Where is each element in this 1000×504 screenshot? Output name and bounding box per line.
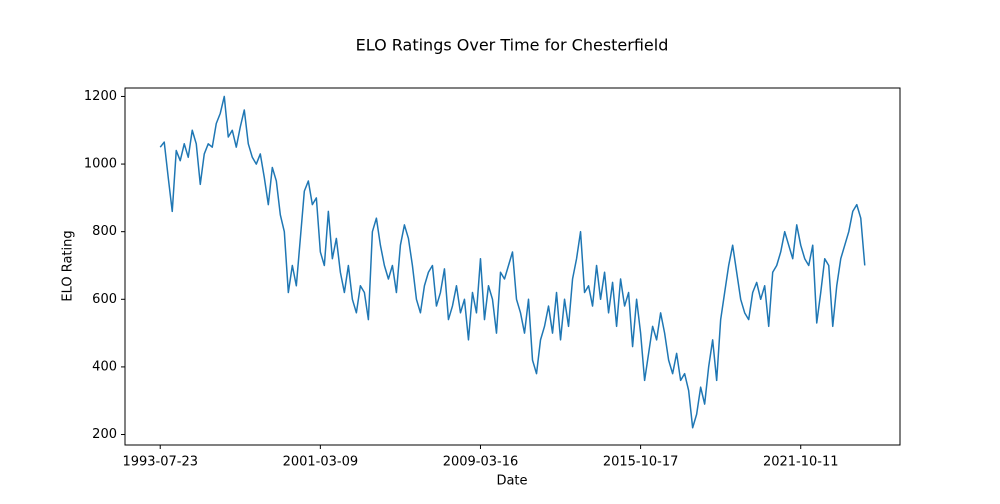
y-tick-label: 1000 xyxy=(84,157,117,172)
data-line xyxy=(159,95,866,429)
x-tick-label: 2015-10-17 xyxy=(603,455,679,470)
x-tick-label: 2009-03-16 xyxy=(443,455,519,470)
y-tick-label: 400 xyxy=(92,359,117,374)
y-tick-label: 200 xyxy=(92,427,117,442)
plot-frame xyxy=(124,87,901,446)
x-tick-label: 1993-07-23 xyxy=(122,455,198,470)
x-tick-label: 2001-03-09 xyxy=(283,455,359,470)
y-tick-label: 800 xyxy=(92,224,117,239)
x-axis-label: Date xyxy=(496,474,527,489)
chart-title: ELO Ratings Over Time for Chesterfield xyxy=(356,36,669,55)
y-axis-label: ELO Rating xyxy=(61,230,76,301)
x-tick-label: 2021-10-11 xyxy=(763,455,839,470)
y-tick-label: 600 xyxy=(92,292,117,307)
y-tick-label: 1200 xyxy=(84,89,117,104)
